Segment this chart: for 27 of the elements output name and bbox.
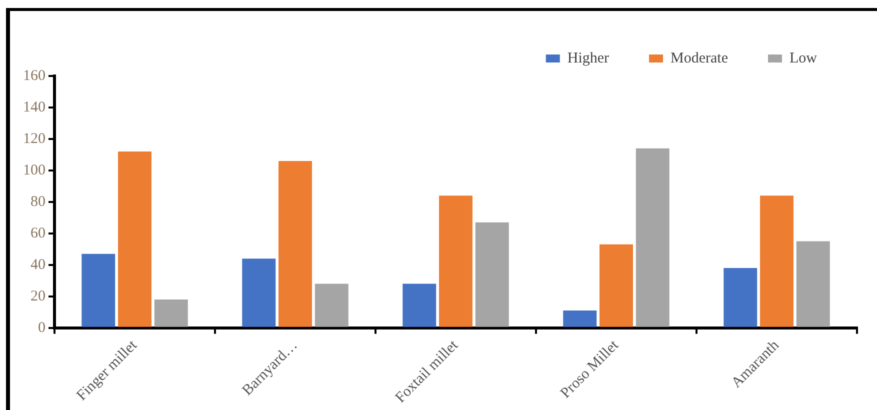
bar: [154, 299, 188, 327]
y-tick-label: 120: [23, 130, 46, 147]
y-tick-label: 140: [23, 99, 46, 116]
y-tick-label: 160: [23, 68, 46, 84]
bar: [402, 284, 436, 327]
bar: [475, 222, 509, 327]
y-tick-label: 80: [30, 194, 46, 210]
bar: [278, 160, 312, 327]
bar: [314, 284, 348, 327]
legend-label: Low: [790, 50, 818, 66]
bar: [760, 196, 794, 327]
bar: [724, 268, 758, 327]
y-tick-label: 20: [30, 288, 46, 304]
bar: [796, 241, 830, 327]
legend-label: Moderate: [670, 50, 728, 66]
bar: [600, 244, 633, 327]
bar: [636, 148, 670, 327]
bar: [242, 258, 276, 327]
y-tick-label: 40: [30, 256, 46, 273]
y-tick-label: 60: [30, 225, 46, 242]
bar: [563, 310, 597, 327]
y-tick-label: 0: [38, 320, 46, 336]
bar: [439, 196, 472, 327]
bar: [82, 254, 116, 327]
y-tick-label: 100: [23, 162, 46, 178]
bar: [118, 152, 152, 327]
legend-label: Higher: [567, 50, 610, 66]
